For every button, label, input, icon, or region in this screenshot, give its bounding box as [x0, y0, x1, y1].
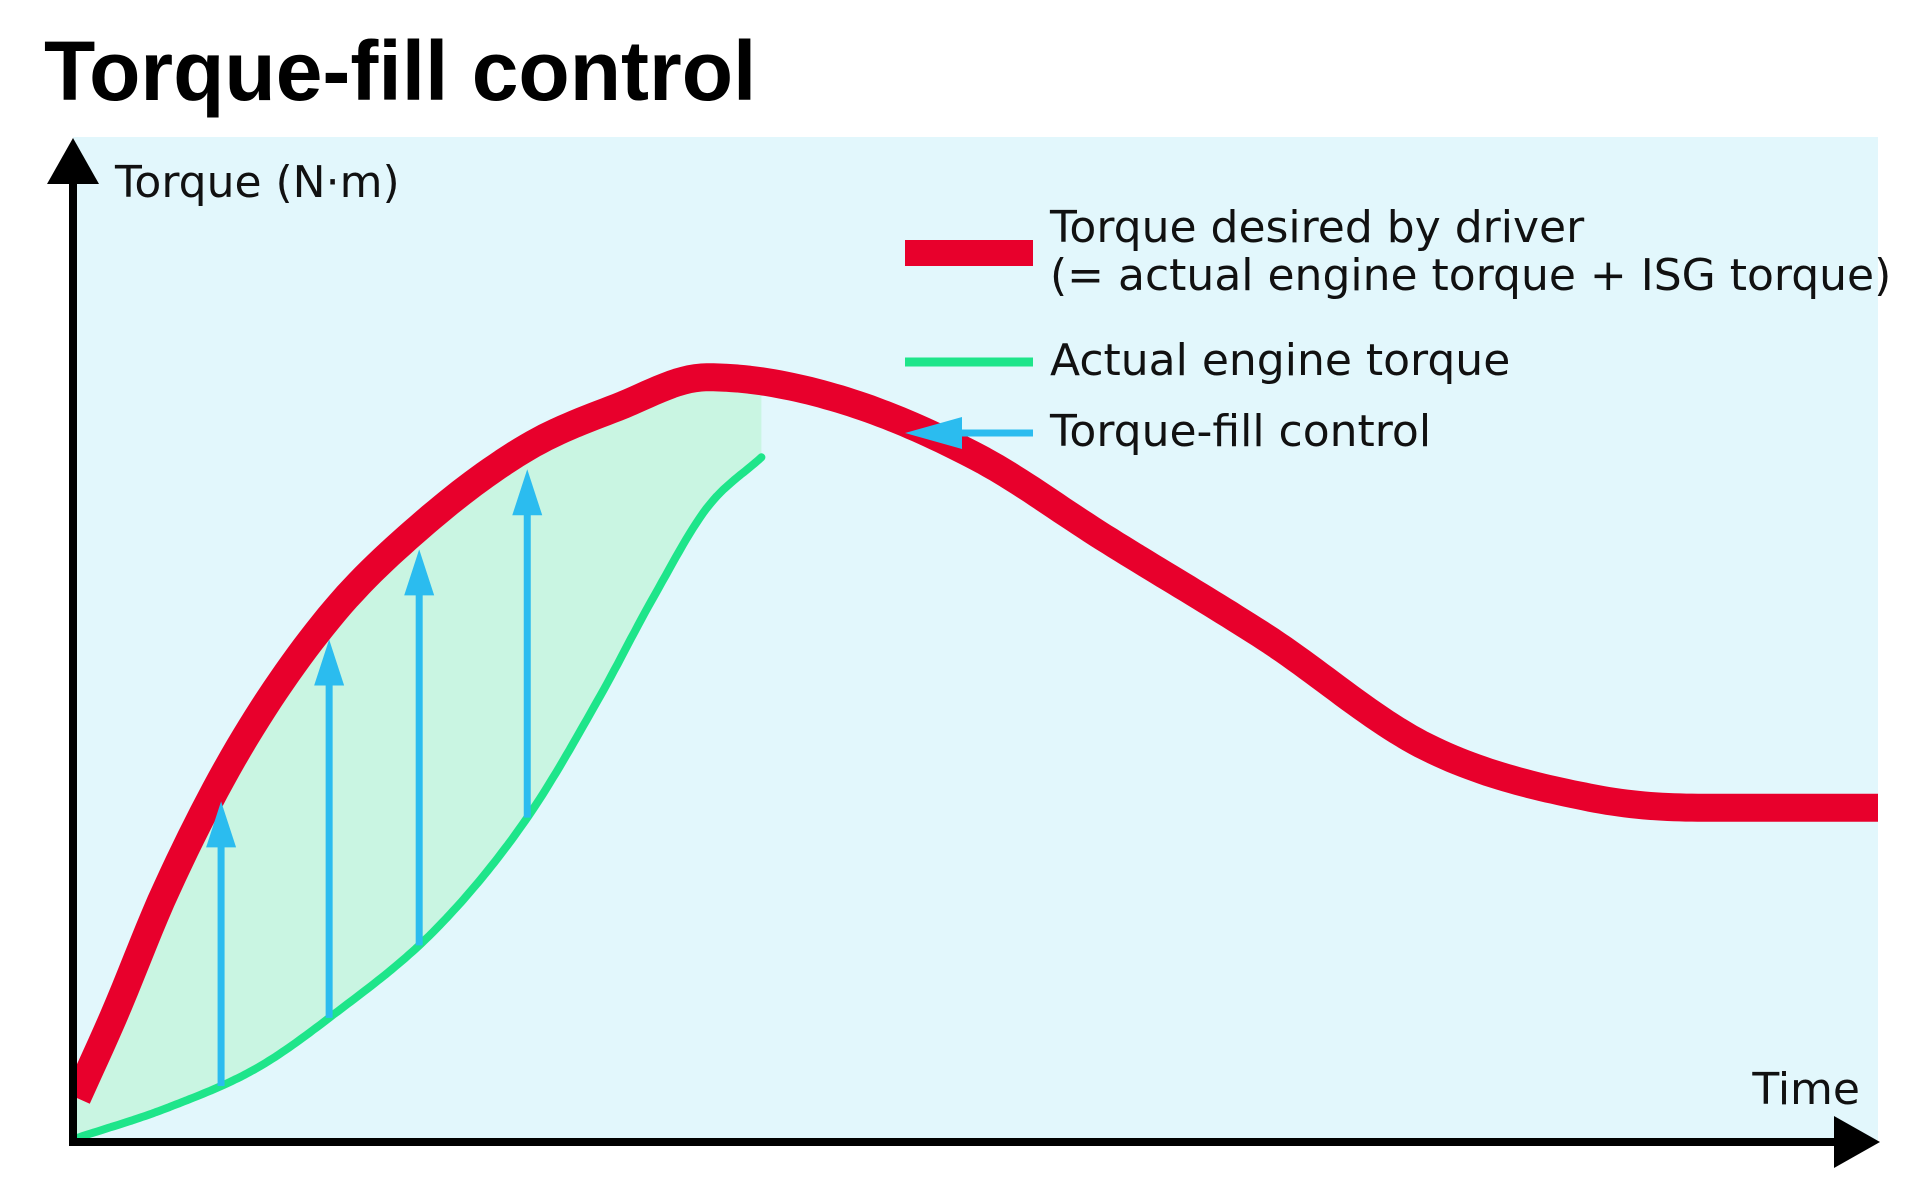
legend: Torque desired by driver (= actual engin…	[905, 202, 1891, 457]
torque-fill-arrowhead-3	[404, 549, 435, 596]
y-axis-arrowhead	[47, 138, 99, 184]
torque-fill-arrowhead-4	[512, 469, 543, 516]
chart-title: Torque-fill control	[44, 24, 756, 118]
y-axis-label: Torque (N·m)	[114, 157, 400, 208]
series-line-torque-desired-by-driver	[73, 363, 1878, 1104]
legend-label-desired-line2: (= actual engine torque + ISG torque)	[1050, 250, 1891, 301]
legend-arrowhead-icon	[905, 417, 962, 449]
torque-fill-arrowhead-1	[206, 801, 237, 848]
torque-fill-arrows	[206, 469, 543, 1087]
legend-label-desired: Torque desired by driver	[1049, 202, 1585, 253]
x-axis-arrowhead	[1834, 1116, 1880, 1168]
x-axis-label: Time	[1751, 1064, 1860, 1115]
legend-label-torque-fill: Torque-fill control	[1049, 406, 1431, 457]
torque-fill-arrowhead-2	[314, 639, 345, 686]
legend-label-engine: Actual engine torque	[1050, 335, 1510, 386]
